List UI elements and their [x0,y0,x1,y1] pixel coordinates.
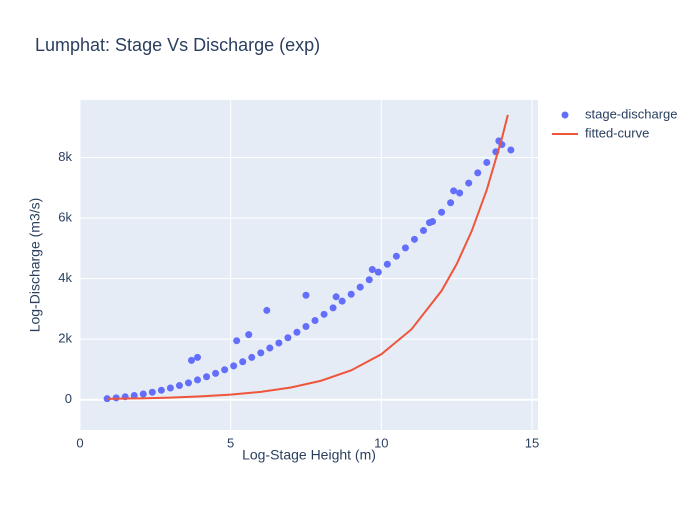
data-point [257,349,265,357]
plot-area [80,100,538,430]
data-point [275,339,283,347]
data-point [447,199,455,207]
data-point [130,392,138,400]
data-point [507,146,515,154]
data-point [175,382,183,390]
data-point [338,297,346,305]
data-point [187,356,195,364]
data-point [426,219,434,227]
data-point [139,390,147,398]
data-point [320,310,328,318]
data-point [332,293,340,301]
data-point [221,366,229,374]
x-tick-label: 5 [227,435,234,450]
y-tick-label: 8k [58,149,72,164]
data-point [263,306,271,314]
data-point [157,386,165,394]
x-axis-title: Log-Stage Height (m) [242,447,376,463]
data-point [474,169,482,177]
data-point [233,337,241,345]
data-point [230,362,238,370]
x-tick-label: 15 [525,435,539,450]
legend-label: fitted-curve [585,125,649,140]
data-point [166,384,174,392]
data-point [284,334,292,342]
data-point [248,353,256,361]
data-point [465,179,473,187]
data-point [266,344,274,352]
fitted-line [107,114,509,400]
data-point [293,328,301,336]
data-point [239,358,247,366]
data-point [401,244,409,252]
data-point [365,276,373,284]
data-point [302,291,310,299]
y-tick-label: 4k [58,270,72,285]
data-point [374,268,382,276]
data-point [329,304,337,312]
chart-title: Lumphat: Stage Vs Discharge (exp) [35,35,320,55]
data-point [194,376,202,384]
data-point [410,235,418,243]
x-tick-label: 10 [374,435,388,450]
data-point [347,290,355,298]
data-point [148,388,156,396]
y-axis-title: Log-Discharge (m3/s) [27,198,43,333]
x-tick-label: 0 [76,435,83,450]
y-tick-label: 0 [65,391,72,406]
data-point [483,158,491,166]
data-point [212,369,220,377]
data-point [311,317,319,325]
data-point [383,260,391,268]
y-tick-label: 6k [58,210,72,225]
legend-marker [561,111,569,119]
data-point [420,227,427,235]
y-tick-label: 2k [58,331,72,346]
data-point [203,373,211,381]
data-point [356,283,364,291]
data-point [245,331,253,339]
data-point [392,252,400,260]
data-point [438,208,446,216]
data-point [194,353,202,361]
data-point [456,189,464,197]
data-point [184,379,192,387]
data-point [450,187,458,195]
legend-label: stage-discharge [585,106,678,121]
data-point [302,322,310,330]
data-point [368,266,376,274]
